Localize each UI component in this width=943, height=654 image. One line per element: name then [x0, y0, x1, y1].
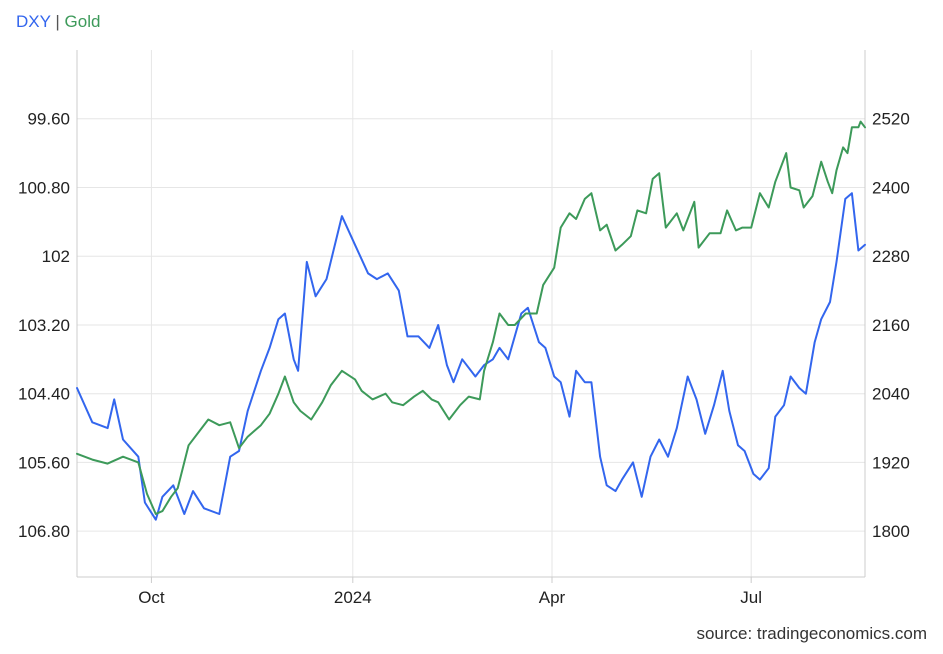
y-right-tick-label: 2400: [872, 178, 910, 197]
y-left-tick-label: 105.60: [18, 453, 70, 472]
y-right-tick-label: 2040: [872, 385, 910, 404]
x-tick-label: Apr: [539, 588, 566, 607]
y-right-tick-label: 1920: [872, 453, 910, 472]
series-lines: [76, 120, 866, 521]
y-right-tick-label: 1800: [872, 522, 910, 541]
legend: DXY | Gold: [16, 12, 100, 32]
series-line-gold: [76, 120, 866, 515]
series-line-dxy: [76, 192, 866, 521]
tick-labels: 99.60 100.80 102 103.20 104.40 105.60 106.80 25…: [18, 110, 910, 607]
y-left-tick-label: 106.80: [18, 522, 70, 541]
legend-separator: |: [55, 12, 60, 31]
source-credit: source: tradingeconomics.com: [696, 624, 927, 643]
y-right-tick-label: 2160: [872, 316, 910, 335]
y-left-tick-label: 103.20: [18, 316, 70, 335]
y-left-tick-label: 102: [42, 247, 70, 266]
y-left-tick-label: 100.80: [18, 178, 70, 197]
axes: [76, 50, 866, 583]
legend-dxy[interactable]: DXY: [16, 12, 51, 31]
y-left-tick-label: 99.60: [27, 110, 70, 129]
x-tick-label: Oct: [138, 588, 165, 607]
x-tick-label: 2024: [334, 588, 372, 607]
y-right-tick-label: 2280: [872, 247, 910, 266]
y-right-tick-label: 2520: [872, 110, 910, 129]
grid-lines: [77, 50, 865, 577]
x-tick-label: Jul: [740, 588, 762, 607]
y-left-tick-label: 104.40: [18, 385, 70, 404]
legend-gold[interactable]: Gold: [64, 12, 101, 31]
